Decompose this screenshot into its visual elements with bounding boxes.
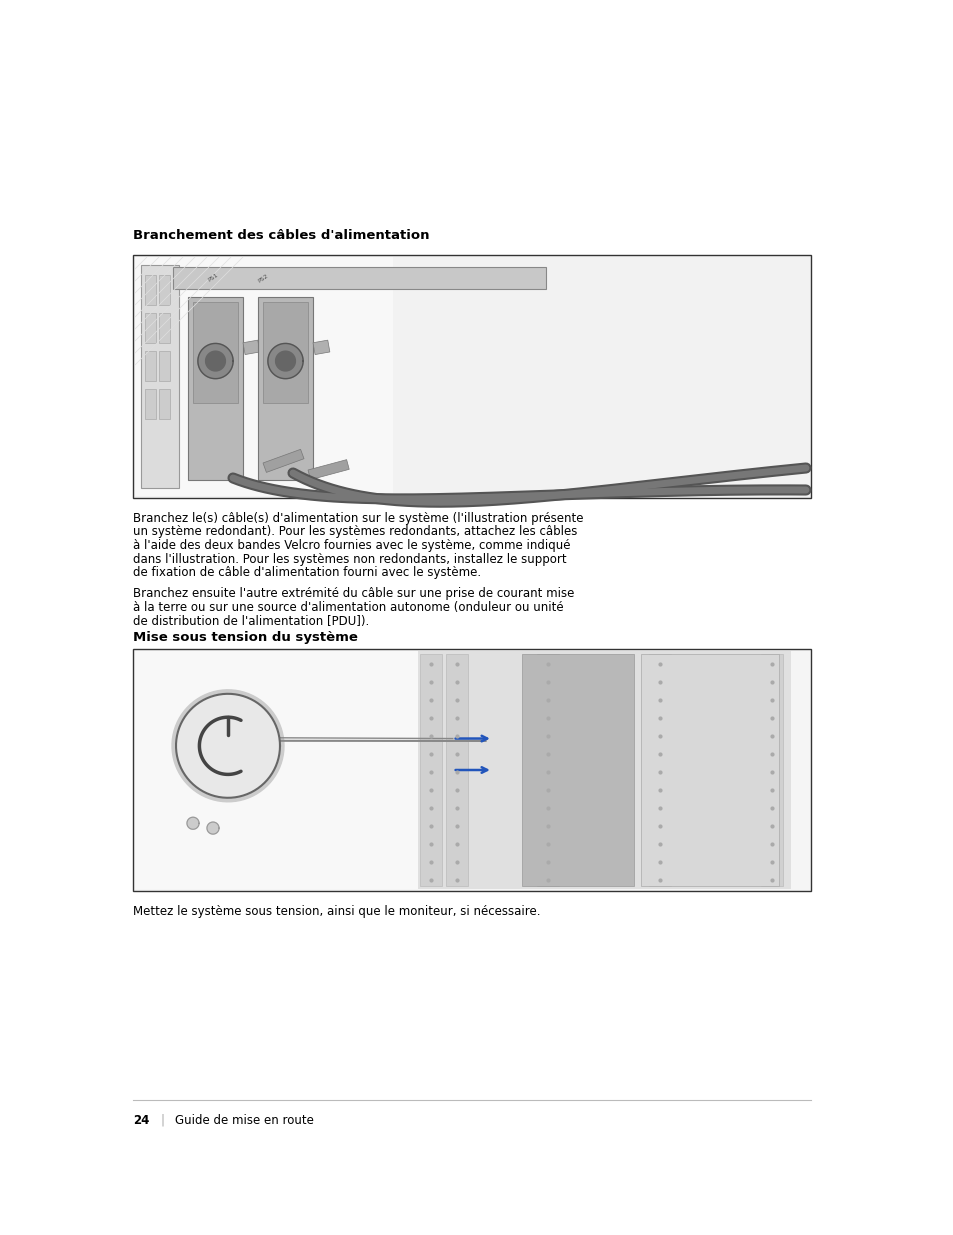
Bar	[159, 275, 170, 305]
Bar	[308, 459, 349, 479]
Text: Branchement des câbles d'alimentation: Branchement des câbles d'alimentation	[132, 228, 429, 242]
Bar	[135, 651, 419, 889]
Bar	[640, 655, 779, 885]
Bar	[648, 655, 670, 885]
Text: Branchez ensuite l'autre extrémité du câble sur une prise de courant mise: Branchez ensuite l'autre extrémité du câ…	[132, 588, 574, 600]
Bar	[172, 267, 545, 289]
Text: de distribution de l'alimentation [PDU]).: de distribution de l'alimentation [PDU])…	[132, 615, 369, 627]
Polygon shape	[172, 690, 284, 802]
Text: PS2: PS2	[256, 273, 269, 283]
Bar	[417, 651, 790, 889]
Bar	[521, 655, 634, 885]
Bar	[193, 303, 237, 403]
Text: Mettez le système sous tension, ainsi que le moniteur, si nécessaire.: Mettez le système sous tension, ainsi qu…	[132, 905, 540, 918]
Bar	[145, 275, 156, 305]
Bar	[141, 266, 179, 488]
Bar	[760, 655, 781, 885]
Polygon shape	[176, 694, 280, 798]
Polygon shape	[207, 823, 219, 834]
Bar	[243, 340, 259, 354]
Bar	[159, 389, 170, 419]
Polygon shape	[275, 351, 295, 370]
Text: Mise sous tension du système: Mise sous tension du système	[132, 631, 357, 643]
Bar	[159, 351, 170, 382]
Bar	[188, 296, 243, 480]
Text: un système redondant). Pour les systèmes redondants, attachez les câbles: un système redondant). Pour les systèmes…	[132, 526, 577, 538]
Polygon shape	[187, 818, 199, 829]
Bar	[537, 655, 558, 885]
Bar	[145, 389, 156, 419]
Text: Guide de mise en route: Guide de mise en route	[174, 1114, 314, 1126]
Bar	[313, 340, 330, 354]
Text: PS1: PS1	[207, 273, 219, 283]
Bar	[132, 254, 810, 498]
Bar	[419, 655, 441, 885]
Bar	[263, 450, 304, 473]
Bar	[145, 312, 156, 343]
Bar	[145, 351, 156, 382]
Bar	[132, 650, 810, 890]
Text: dans l'illustration. Pour les systèmes non redondants, installez le support: dans l'illustration. Pour les systèmes n…	[132, 552, 566, 566]
Polygon shape	[206, 351, 225, 370]
Bar	[263, 303, 308, 403]
Text: |: |	[161, 1114, 165, 1126]
Polygon shape	[197, 343, 233, 379]
Bar	[135, 257, 393, 496]
Bar	[159, 312, 170, 343]
Text: à la terre ou sur une source d'alimentation autonome (onduleur ou unité: à la terre ou sur une source d'alimentat…	[132, 601, 563, 614]
Polygon shape	[268, 343, 303, 379]
Text: Branchez le(s) câble(s) d'alimentation sur le système (l'illustration présente: Branchez le(s) câble(s) d'alimentation s…	[132, 513, 583, 525]
Bar	[257, 296, 313, 480]
Text: 24: 24	[132, 1114, 150, 1126]
Bar	[445, 655, 467, 885]
Text: à l'aide des deux bandes Velcro fournies avec le système, comme indiqué: à l'aide des deux bandes Velcro fournies…	[132, 538, 570, 552]
Text: de fixation de câble d'alimentation fourni avec le système.: de fixation de câble d'alimentation four…	[132, 566, 480, 579]
